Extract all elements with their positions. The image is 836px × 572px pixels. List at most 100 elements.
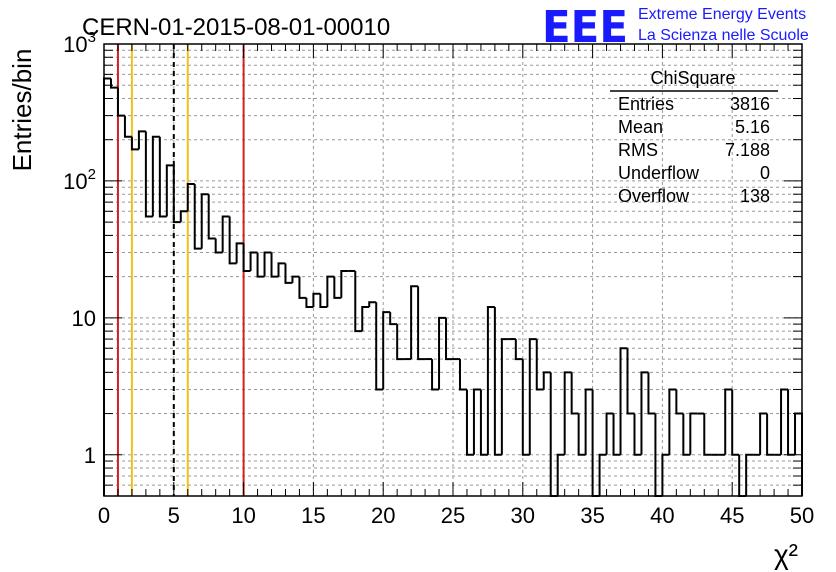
- histogram-bin: [766, 413, 775, 456]
- axes: 0 5 10 15 20 25 30 35 40 45 50 1 10 102 103: [63, 29, 814, 528]
- histogram-bin: [151, 135, 160, 217]
- histogram-bin: [689, 412, 698, 455]
- histogram-bin: [235, 242, 244, 264]
- histogram-bin: [787, 389, 796, 456]
- histogram-bin: [137, 130, 146, 150]
- stats-label: Entries: [618, 94, 674, 114]
- histogram-bin: [200, 193, 209, 249]
- histogram-bin: [458, 359, 467, 391]
- x-tick-label: 0: [98, 503, 110, 528]
- histogram-bin: [186, 182, 195, 212]
- y-tick-label: 102: [63, 166, 96, 194]
- histogram-bin: [298, 276, 307, 299]
- histogram-bin: [354, 270, 363, 333]
- histogram-bin: [389, 312, 398, 326]
- histogram-bin: [668, 388, 677, 455]
- histogram-bin: [312, 292, 321, 308]
- histogram-bin: [207, 194, 216, 240]
- histogram-bin: [570, 372, 579, 415]
- x-tick-label: 25: [441, 503, 465, 528]
- histogram-bin: [417, 286, 426, 361]
- eee-logo-text: EEE: [542, 2, 628, 53]
- stats-box: ChiSquare Entries 3816 Mean 5.16 RMS 7.188 Und…: [610, 68, 778, 206]
- histogram-bin: [368, 301, 377, 308]
- stats-value: 0: [760, 163, 770, 183]
- eee-logo-line1: Extreme Energy Events: [638, 6, 806, 23]
- histogram-bin: [165, 164, 174, 217]
- histogram-bin: [605, 412, 614, 455]
- histogram-bin: [333, 276, 342, 299]
- histogram-bin: [291, 275, 300, 283]
- histogram-bin: [305, 297, 314, 309]
- histogram-bin: [577, 413, 586, 456]
- histogram-bin: [633, 413, 642, 456]
- histogram: [103, 77, 803, 497]
- histogram-bin: [382, 311, 391, 390]
- y-tick-label: 1: [84, 443, 96, 468]
- histogram-bin: [675, 389, 684, 415]
- y-tick-label: 103: [63, 29, 96, 57]
- histogram-bin: [214, 238, 223, 254]
- histogram-bin: [242, 243, 251, 272]
- stats-value: 3816: [730, 94, 770, 114]
- histogram-bin: [493, 307, 502, 456]
- histogram-bin: [103, 77, 111, 496]
- y-tick-label: 10: [72, 306, 96, 331]
- histogram-bin: [158, 136, 167, 218]
- histogram-bin: [647, 372, 656, 415]
- histogram-bin: [179, 210, 188, 223]
- histogram-bin: [724, 388, 733, 455]
- stats-value: 138: [740, 186, 770, 206]
- histogram-bin: [144, 131, 153, 218]
- histogram-bin: [682, 413, 691, 456]
- eee-logo: EEE Extreme Energy Events La Scienza nel…: [542, 2, 809, 53]
- histogram-bin: [193, 183, 202, 250]
- stats-label: Mean: [618, 117, 663, 137]
- stats-label: Overflow: [618, 186, 690, 206]
- histogram-bin: [431, 359, 440, 391]
- histogram-bin: [584, 388, 593, 455]
- histogram-bin: [116, 87, 125, 117]
- histogram-bin: [500, 338, 509, 455]
- histogram-bin: [465, 389, 474, 456]
- stats-label: Underflow: [618, 163, 700, 183]
- stats-title: ChiSquare: [650, 68, 735, 88]
- x-tick-label: 10: [231, 503, 255, 528]
- histogram-bin: [626, 348, 635, 415]
- histogram-bin: [277, 262, 286, 277]
- x-axis-label: χ²: [774, 539, 798, 570]
- histogram-bin: [228, 216, 237, 265]
- histogram-bin: [640, 371, 649, 455]
- histogram-bin: [514, 339, 523, 361]
- histogram-bin: [263, 251, 272, 277]
- y-axis-label: Entries/bin: [7, 49, 37, 172]
- histogram-bin: [619, 347, 628, 455]
- histogram-bin: [284, 263, 293, 284]
- histogram-bin: [109, 78, 118, 89]
- histogram-bin: [486, 306, 495, 455]
- stats-value: 7.188: [725, 140, 770, 160]
- histogram-bin: [270, 252, 279, 278]
- histogram-bin: [396, 324, 405, 361]
- histogram-bin: [326, 275, 335, 308]
- histogram-bin: [130, 136, 139, 151]
- histogram-bin: [249, 251, 258, 271]
- histogram-bin: [172, 165, 181, 224]
- run-title: CERN-01-2015-08-01-00010: [82, 14, 390, 41]
- histogram-bin: [361, 306, 370, 332]
- histogram-bin: [438, 316, 447, 390]
- histogram-bin: [221, 215, 230, 253]
- stats-value: 5.16: [735, 117, 770, 137]
- histogram-bin: [780, 388, 789, 455]
- histogram-bin: [759, 412, 768, 455]
- histogram-bin: [598, 453, 607, 496]
- histogram-bin: [745, 453, 754, 496]
- x-tick-label: 20: [371, 503, 395, 528]
- histogram-bin: [703, 413, 712, 456]
- histogram-bin: [731, 389, 740, 456]
- histogram-bin: [563, 371, 572, 455]
- histogram-bin: [375, 302, 384, 391]
- histogram-bin: [612, 413, 621, 456]
- histogram-bin: [591, 389, 600, 497]
